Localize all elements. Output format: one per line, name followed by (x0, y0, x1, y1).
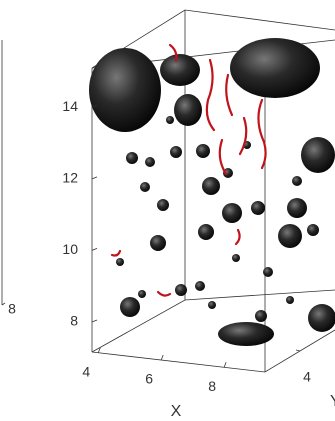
z-tick (92, 320, 97, 322)
x-tick (161, 355, 163, 360)
z-tick-label: 8 (70, 313, 78, 329)
z-tick-label: 12 (62, 170, 78, 186)
z-tick (92, 177, 97, 179)
z-tick-label: 14 (62, 98, 78, 114)
chart: X Y 8 8 10 12 14 4 6 8 4 (0, 0, 335, 421)
x-tick (224, 362, 226, 367)
z-tick (92, 248, 97, 250)
z-tick-label: 10 (62, 241, 78, 257)
x-tick-label: 6 (145, 371, 153, 387)
y-tick (296, 350, 300, 351)
x-tick-label: 8 (8, 301, 16, 317)
x-tick-label: 8 (208, 378, 216, 394)
axes: X Y 8 8 10 12 14 4 6 8 4 (2, 98, 335, 420)
y-tick-label: 4 (303, 369, 311, 385)
x-tick (2, 303, 5, 305)
x-axis-label: X (171, 403, 182, 420)
x-tick-label: 4 (82, 363, 90, 379)
y-axis-label: Y (330, 393, 335, 410)
